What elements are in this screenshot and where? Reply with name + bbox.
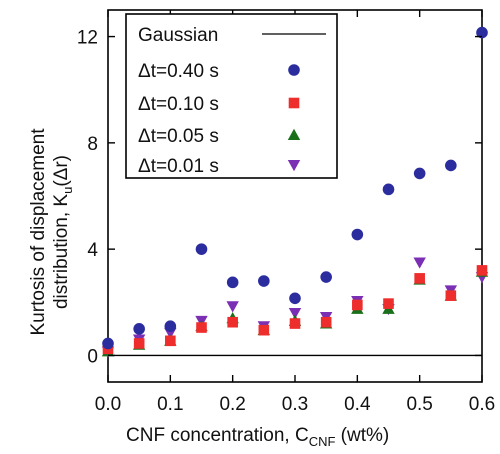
- legend-label: Δt=0.10 s: [138, 94, 219, 115]
- legend-marker: [287, 128, 301, 140]
- data-point: [476, 26, 488, 39]
- data-point: [445, 159, 457, 172]
- data-point: [165, 335, 176, 347]
- data-point: [383, 298, 394, 309]
- legend-box: [125, 13, 338, 179]
- legend-label: Δt=0.40 s: [138, 61, 219, 82]
- data-point: [414, 273, 425, 284]
- data-point: [413, 257, 426, 269]
- x-tick-label: 0.1: [157, 394, 183, 415]
- legend-marker: [288, 97, 300, 109]
- plot-area: [101, 9, 489, 383]
- data-point: [133, 323, 145, 335]
- data-point: [226, 301, 239, 313]
- legend-label-gaussian: Gaussian: [138, 25, 218, 46]
- series-circle: [102, 26, 488, 350]
- data-point: [227, 316, 238, 328]
- series-triangle-down: [101, 257, 489, 358]
- data-point: [258, 324, 270, 336]
- data-point: [133, 338, 145, 349]
- data-point: [288, 307, 302, 320]
- data-point: [413, 167, 426, 180]
- data-point: [195, 243, 208, 255]
- legend-items: Gaussian Δt=0.40 s Δt=0.10 s Δt=0.05 s Δt=0.…: [138, 25, 326, 177]
- y-axis-label-line1: Kurtosis of displacement: [28, 128, 49, 336]
- data-point: [164, 320, 177, 333]
- data-point: [226, 276, 239, 289]
- x-axis-label: CNF concentration, CCNF (wt%): [126, 425, 389, 449]
- legend-label: Δt=0.01 s: [138, 156, 219, 177]
- legend-marker: [288, 64, 300, 76]
- y-tick-label: 12: [77, 28, 98, 49]
- x-tick-label: 0.5: [406, 394, 432, 415]
- data-point: [196, 322, 207, 333]
- data-point: [320, 316, 332, 328]
- x-tick-label: 0.3: [282, 394, 308, 415]
- data-point: [289, 318, 301, 329]
- x-tick-label: 0.4: [344, 394, 371, 415]
- y-tick-label: 0: [87, 346, 98, 367]
- data-point: [352, 299, 363, 311]
- x-tick-label: 0.0: [95, 394, 121, 415]
- data-point: [476, 265, 488, 276]
- legend-label: Δt=0.05 s: [138, 126, 219, 147]
- data-point: [289, 292, 301, 305]
- data-point: [445, 290, 457, 301]
- data-point: [382, 183, 395, 196]
- legend-marker: [287, 160, 301, 172]
- y-tick-label: 8: [87, 134, 98, 155]
- data-point: [320, 271, 332, 283]
- data-point: [351, 228, 364, 241]
- y-axis-label-line2: distribution, Ku(Δr): [51, 155, 75, 309]
- legend: Gaussian Δt=0.40 s Δt=0.10 s Δt=0.05 s Δt=0.…: [125, 13, 338, 179]
- y-tick-label: 4: [87, 240, 98, 261]
- data-point: [102, 337, 114, 350]
- x-tick-label: 0.6: [469, 394, 495, 415]
- axis-ticks: 0.0 0.1 0.2 0.3 0.4 0.5 0.6 0 4 8 12: [77, 10, 495, 415]
- data-point: [258, 275, 270, 287]
- x-tick-label: 0.2: [219, 394, 245, 415]
